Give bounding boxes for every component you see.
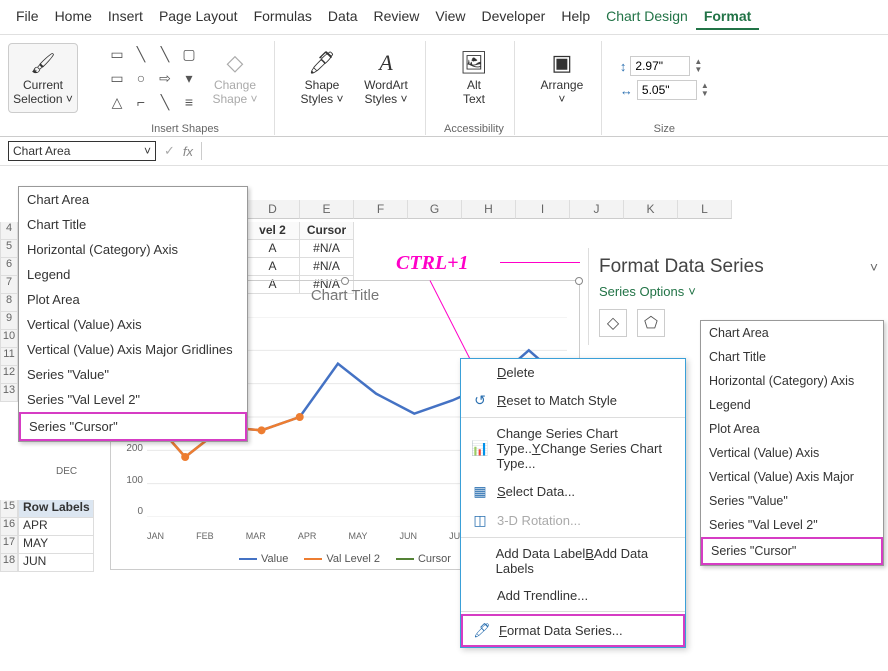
ribbon: 🖌 Current Selection ˅ ▭╲╲▢ ▭○⇨▾ △⌐╲≡ ◇ C…	[0, 35, 888, 137]
dropdown-item[interactable]: Vertical (Value) Axis	[19, 312, 247, 337]
alt-text-icon: 🖼	[460, 50, 488, 76]
fpane-dd-item[interactable]: Legend	[701, 393, 883, 417]
format-pane-title: Format Data Series	[599, 256, 764, 278]
month-fragment: DEC	[56, 466, 77, 477]
dropdown-item[interactable]: Horizontal (Category) Axis	[19, 237, 247, 262]
menu-home[interactable]: Home	[47, 4, 100, 30]
fpane-dd-item[interactable]: Chart Title	[701, 345, 883, 369]
fpane-dd-item[interactable]: Horizontal (Category) Axis	[701, 369, 883, 393]
format-pane-element-dropdown[interactable]: Chart AreaChart TitleHorizontal (Categor…	[700, 320, 884, 566]
menu-chart-design[interactable]: Chart Design	[598, 4, 696, 30]
series-options-dropdown[interactable]: Series Options˅	[599, 284, 878, 299]
row-numbers-bottom: 15161718	[0, 500, 18, 572]
dropdown-item[interactable]: Chart Title	[19, 212, 247, 237]
shapes-gallery[interactable]: ▭╲╲▢ ▭○⇨▾ △⌐╲≡	[106, 43, 200, 113]
dropdown-item[interactable]: Plot Area	[19, 287, 247, 312]
menu-review[interactable]: Review	[366, 4, 428, 30]
fpane-dd-item[interactable]: Vertical (Value) Axis Major	[701, 465, 883, 489]
row-labels-table: Row Labels APR MAY JUN	[18, 500, 94, 572]
dropdown-item[interactable]: Legend	[19, 262, 247, 287]
change-shape-icon: ◇	[227, 50, 244, 76]
row-numbers: 45678910111213	[0, 222, 18, 402]
ctx-change-series-chart-type-[interactable]: 📊Change Series Chart Type..YChange Serie…	[461, 420, 685, 477]
width-icon: ↔	[620, 83, 633, 98]
chevron-down-icon: ˅	[688, 284, 696, 299]
width-input[interactable]	[637, 80, 697, 100]
menu-insert[interactable]: Insert	[100, 4, 151, 30]
formula-input[interactable]	[201, 142, 880, 160]
annotation-text: CTRL+1	[396, 252, 469, 275]
dropdown-item[interactable]: Chart Area	[19, 187, 247, 212]
menu-developer[interactable]: Developer	[474, 4, 554, 30]
fpane-dd-item[interactable]: Series "Val Level 2"	[701, 513, 883, 537]
context-menu[interactable]: Delete↺Reset to Match Style 📊Change Serie…	[460, 358, 686, 648]
insert-shapes-label: Insert Shapes	[151, 123, 219, 135]
menu-bar: FileHomeInsertPage LayoutFormulasDataRev…	[0, 0, 888, 35]
chevron-down-icon[interactable]: ˅	[870, 259, 878, 275]
menu-help[interactable]: Help	[553, 4, 598, 30]
width-spinner[interactable]: ▲▼	[701, 82, 709, 98]
ctx-delete[interactable]: Delete	[461, 359, 685, 386]
menu-formulas[interactable]: Formulas	[246, 4, 320, 30]
dropdown-item[interactable]: Series "Val Level 2"	[19, 387, 247, 412]
menu-page-layout[interactable]: Page Layout	[151, 4, 246, 30]
arrange-icon: ▣	[552, 50, 573, 76]
fpane-dd-item[interactable]: Chart Area	[701, 321, 883, 345]
height-icon: ↕	[620, 59, 627, 74]
wordart-icon: A	[379, 50, 392, 76]
dropdown-item[interactable]: Series "Cursor"	[19, 412, 247, 441]
ctx-reset-to-match-style[interactable]: ↺Reset to Match Style	[461, 386, 685, 415]
paintbrush-icon: 🖌	[30, 51, 55, 76]
ctx-format-data-series-[interactable]: 🖊Format Data Series...	[461, 614, 685, 647]
fx-label: fx	[183, 144, 193, 159]
size-label: Size	[654, 123, 675, 135]
formula-bar: Chart Area˅ ✓ fx	[0, 137, 888, 166]
height-spinner[interactable]: ▲▼	[694, 58, 702, 74]
fpane-dd-item[interactable]: Plot Area	[701, 417, 883, 441]
fpane-dd-item[interactable]: Series "Cursor"	[701, 537, 883, 565]
menu-file[interactable]: File	[8, 4, 47, 30]
fill-line-icon[interactable]: ◇	[599, 309, 627, 337]
menu-data[interactable]: Data	[320, 4, 366, 30]
fpane-dd-item[interactable]: Vertical (Value) Axis	[701, 441, 883, 465]
ctx--d-rotation-: ◫3-D Rotation...	[461, 506, 685, 535]
ctx-select-data-[interactable]: ▦Select Data...	[461, 477, 685, 506]
current-selection-button[interactable]: 🖌 Current Selection ˅	[8, 43, 78, 113]
chevron-down-icon: ˅	[144, 144, 151, 158]
menu-view[interactable]: View	[427, 4, 473, 30]
chart-element-dropdown[interactable]: Chart AreaChart TitleHorizontal (Categor…	[18, 186, 248, 442]
menu-format[interactable]: Format	[696, 4, 759, 30]
ctx-add-data-labels[interactable]: Add Data LabelBAdd Data Labels	[461, 540, 685, 582]
dropdown-item[interactable]: Series "Value"	[19, 362, 247, 387]
arrange-button[interactable]: ▣ Arrange ˅	[533, 50, 591, 106]
column-headers: DEFGHIJKL	[246, 200, 732, 219]
ctx-add-trendline-[interactable]: Add Trendline...	[461, 582, 685, 609]
change-shape-button[interactable]: ◇ Change Shape ˅	[206, 50, 264, 106]
fpane-dd-item[interactable]: Series "Value"	[701, 489, 883, 513]
height-input[interactable]	[630, 56, 690, 76]
dropdown-item[interactable]: Vertical (Value) Axis Major Gridlines	[19, 337, 247, 362]
name-box[interactable]: Chart Area˅	[8, 141, 156, 161]
accessibility-label: Accessibility	[444, 123, 504, 135]
shape-styles-button[interactable]: 🖊 Shape Styles ˅	[293, 50, 351, 106]
alt-text-button[interactable]: 🖼 Alt Text	[445, 50, 503, 106]
shape-styles-icon: 🖊	[308, 50, 336, 76]
effects-icon[interactable]: ⬠	[637, 309, 665, 337]
wordart-styles-button[interactable]: A WordArt Styles ˅	[357, 50, 415, 106]
